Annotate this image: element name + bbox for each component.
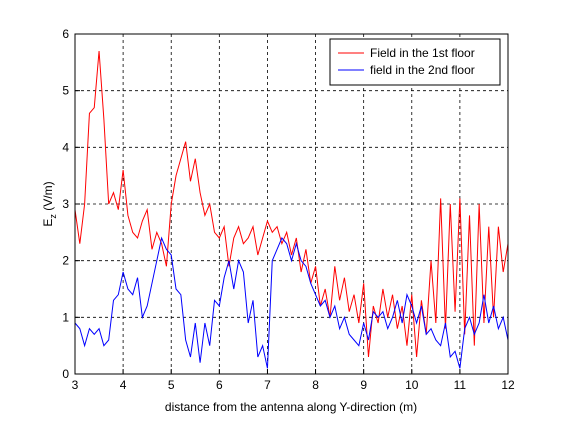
x-tick-label: 11 [454, 378, 467, 392]
x-tick-label: 6 [216, 378, 223, 392]
x-tick-label: 8 [312, 378, 319, 392]
y-tick-label: 1 [62, 310, 69, 324]
y-tick-label: 2 [62, 254, 69, 268]
y-tick-label: 5 [62, 84, 69, 98]
x-tick-label: 12 [501, 378, 515, 392]
x-tick-label: 7 [264, 378, 271, 392]
legend-box [329, 38, 501, 86]
y-tick-label: 6 [62, 27, 69, 41]
y-label-main: E [41, 219, 55, 227]
y-label-sub: z [48, 214, 58, 219]
x-tick-label: 4 [120, 378, 127, 392]
legend-label: field in the 2nd floor [370, 63, 475, 77]
data-line [74, 236, 509, 369]
y-label-unit: (V/m) [41, 181, 55, 214]
x-axis-label: distance from the antenna along Y-direct… [165, 400, 417, 414]
y-tick-label: 3 [62, 197, 69, 211]
x-tick-label: 10 [405, 378, 419, 392]
x-tick-label: 9 [360, 378, 367, 392]
data-line [74, 50, 509, 358]
y-axis-label: Ez (V/m) [41, 181, 58, 226]
legend-label: Field in the 1st floor [370, 46, 475, 60]
y-tick-label: 4 [62, 140, 69, 154]
plot-frame [74, 33, 509, 375]
y-tick-label: 0 [62, 367, 69, 381]
x-tick-label: 5 [168, 378, 175, 392]
x-tick-label: 3 [72, 378, 79, 392]
